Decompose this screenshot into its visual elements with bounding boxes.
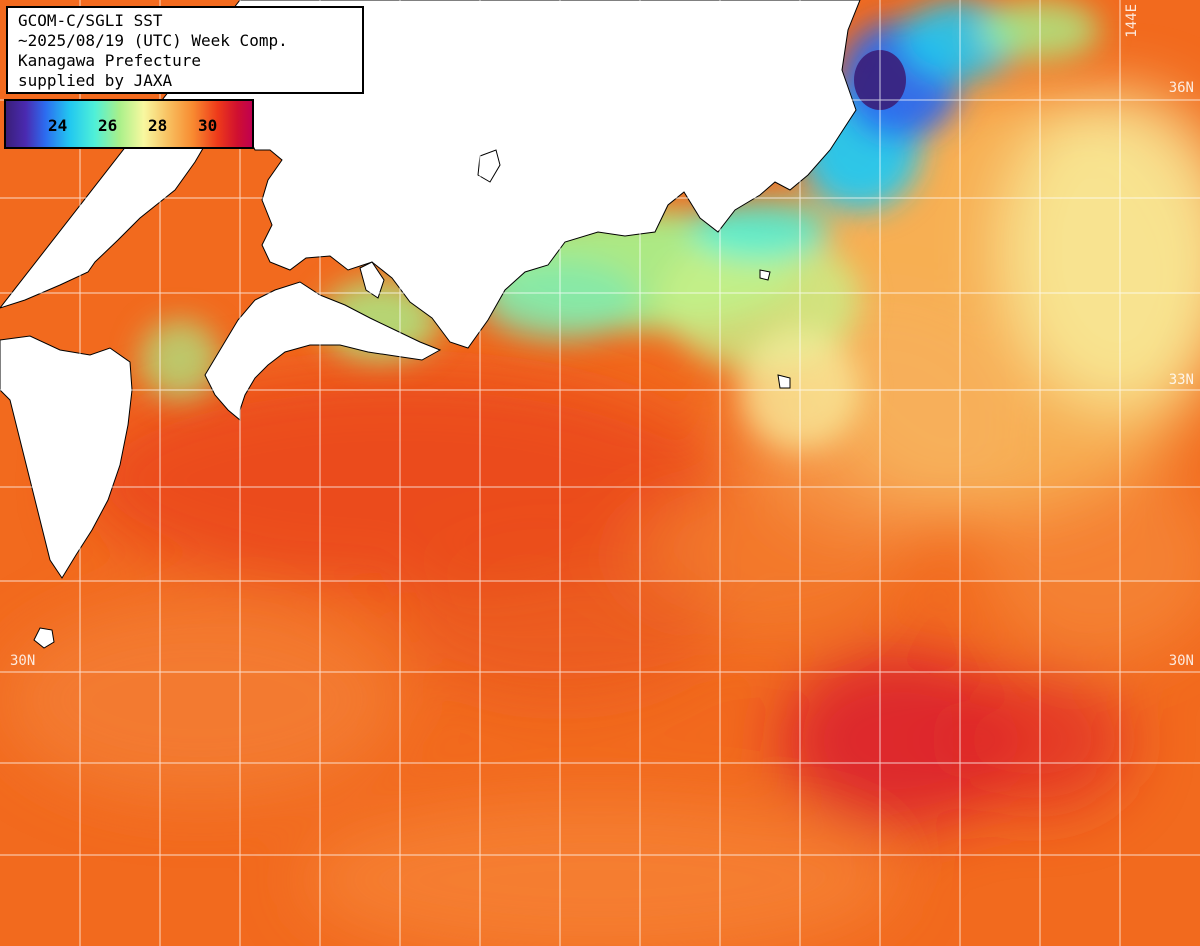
lat-label-33n: 33N	[1168, 372, 1194, 388]
lon-label-134e: 134E	[478, 4, 494, 38]
legend-tick-28: 28	[148, 116, 168, 135]
info-box: GCOM-C/SGLI SST ~2025/08/19 (UTC) Week C…	[6, 6, 364, 94]
product-title: GCOM-C/SGLI SST	[18, 11, 163, 30]
sst-color-legend: 24 26 28 30	[4, 99, 254, 149]
data-credit: supplied by JAXA	[18, 71, 173, 90]
composite-date: ~2025/08/19 (UTC) Week Comp.	[18, 31, 288, 50]
lat-label-30n-right: 30N	[1168, 653, 1194, 669]
lat-label-30n-left: 30N	[10, 653, 36, 669]
legend-tick-24: 24	[48, 116, 68, 135]
organization: Kanagawa Prefecture	[18, 51, 202, 70]
lon-label-144e: 144E	[1124, 4, 1140, 38]
lat-label-36n: 36N	[1168, 80, 1194, 96]
lat-label-33-left: 33	[10, 372, 27, 388]
legend-tick-26: 26	[98, 116, 118, 135]
legend-tick-30: 30	[198, 116, 218, 135]
